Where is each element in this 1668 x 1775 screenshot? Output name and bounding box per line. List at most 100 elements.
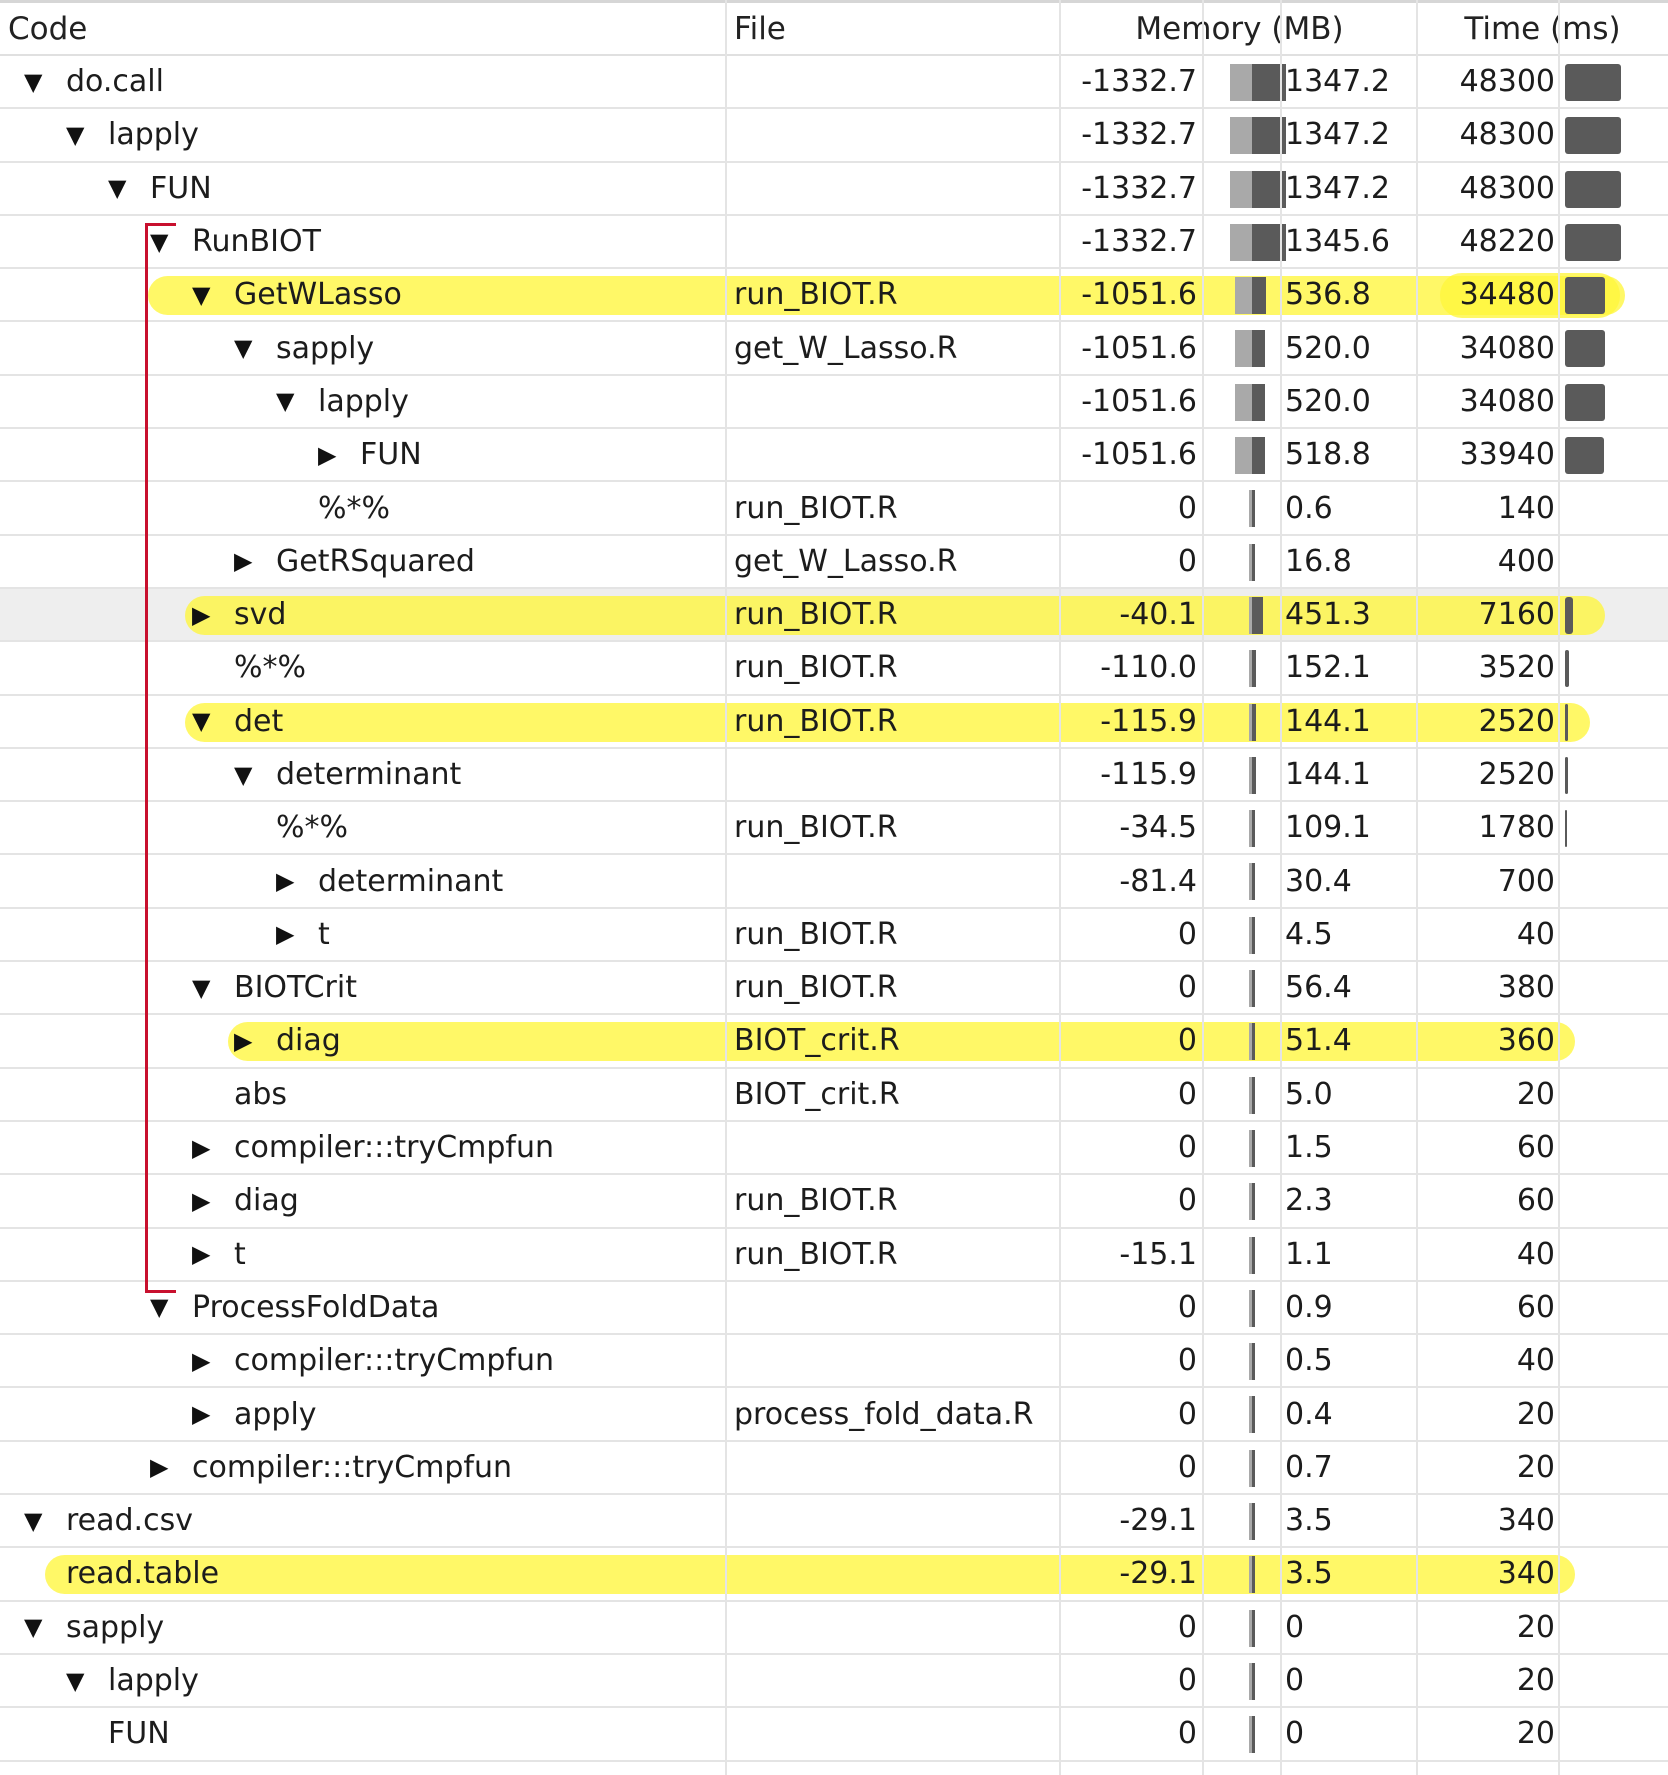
column-divider[interactable] [725, 0, 727, 1775]
column-header-time[interactable]: Time (ms) [1464, 10, 1621, 47]
memory-deallocated-bar [1230, 117, 1252, 155]
table-row[interactable]: ▶ t run_BIOT.R -15.1 1.1 40 [0, 1229, 1668, 1282]
file-cell [734, 109, 1059, 160]
expand-icon[interactable]: ▶ [192, 1240, 211, 1269]
file-cell[interactable]: run_BIOT.R [734, 916, 898, 952]
file-cell[interactable]: run_BIOT.R [734, 490, 898, 526]
file-cell[interactable]: run_BIOT.R [734, 703, 898, 739]
table-row[interactable]: ▶ diag BIOT_crit.R 0 51.4 360 [0, 1015, 1668, 1069]
function-name: read.table [66, 1556, 220, 1592]
code-cell: ▶ t [0, 909, 725, 960]
column-header-memory[interactable]: Memory (MB) [1135, 10, 1344, 47]
file-cell[interactable]: BIOT_crit.R [734, 1076, 900, 1112]
collapse-icon[interactable]: ▼ [24, 1506, 43, 1535]
function-name: FUN [360, 437, 422, 473]
expand-icon[interactable]: ▶ [192, 1186, 211, 1215]
file-cell[interactable]: run_BIOT.R [734, 597, 898, 633]
table-row[interactable]: ▼ lapply 0 0 20 [0, 1655, 1668, 1709]
table-row[interactable]: ▶ svd run_BIOT.R -40.1 451.3 7160 [0, 588, 1668, 643]
collapse-icon[interactable]: ▼ [66, 120, 85, 149]
memory-deallocated: -15.1 [1119, 1236, 1197, 1272]
expand-icon[interactable]: ▶ [234, 1026, 253, 1055]
table-row[interactable]: FUN 0 0 20 [0, 1708, 1668, 1762]
time-bar-fill [1565, 383, 1605, 421]
collapse-icon[interactable]: ▼ [276, 387, 295, 416]
time-value: 7160 [1478, 597, 1555, 633]
table-row[interactable]: ▶ compiler:::tryCmpfun 0 1.5 60 [0, 1122, 1668, 1176]
table-row[interactable]: ▶ determinant -81.4 30.4 700 [0, 855, 1668, 909]
expand-icon[interactable]: ▶ [192, 1346, 211, 1375]
table-row[interactable]: ▼ GetWLasso run_BIOT.R -1051.6 536.8 34480 [0, 269, 1668, 323]
table-row[interactable]: ▼ FUN -1332.7 1347.2 48300 [0, 163, 1668, 216]
collapse-icon[interactable]: ▼ [24, 1613, 43, 1642]
expand-icon[interactable]: ▶ [276, 920, 295, 949]
column-divider[interactable] [1059, 0, 1061, 1775]
collapse-icon[interactable]: ▼ [192, 973, 211, 1002]
column-divider[interactable] [1416, 0, 1418, 1775]
table-row[interactable]: %*% run_BIOT.R 0 0.6 140 [0, 482, 1668, 536]
table-row[interactable]: ▼ determinant -115.9 144.1 2520 [0, 749, 1668, 803]
expand-icon[interactable]: ▶ [150, 1453, 169, 1482]
table-row[interactable]: ▶ apply process_fold_data.R 0 0.4 20 [0, 1388, 1668, 1442]
table-row[interactable]: %*% run_BIOT.R -110.0 152.1 3520 [0, 642, 1668, 696]
expand-icon[interactable]: ▶ [192, 600, 211, 629]
column-header-file[interactable]: File [734, 10, 786, 47]
memory-allocated: 0.7 [1285, 1449, 1333, 1485]
table-row[interactable]: ▶ diag run_BIOT.R 0 2.3 60 [0, 1175, 1668, 1229]
collapse-icon[interactable]: ▼ [150, 1293, 169, 1322]
time-bar-fill [1565, 596, 1574, 634]
collapse-icon[interactable]: ▼ [192, 280, 211, 309]
time-bar [1563, 749, 1668, 800]
file-cell[interactable]: run_BIOT.R [734, 810, 898, 846]
expand-icon[interactable]: ▶ [276, 867, 295, 896]
collapse-icon[interactable]: ▼ [192, 707, 211, 736]
time-value: 700 [1497, 863, 1555, 899]
memory-allocated-bar [1252, 1343, 1255, 1381]
table-row[interactable]: ▼ BIOTCrit run_BIOT.R 0 56.4 380 [0, 962, 1668, 1016]
table-row[interactable]: ▼ sapply get_W_Lasso.R -1051.6 520.0 34080 [0, 322, 1668, 376]
table-row[interactable]: ▼ ProcessFoldData 0 0.9 60 [0, 1282, 1668, 1336]
memory-bar [1206, 1495, 1282, 1546]
file-cell[interactable]: run_BIOT.R [734, 650, 898, 686]
table-row[interactable]: ▼ read.csv -29.1 3.5 340 [0, 1495, 1668, 1549]
table-row[interactable]: ▼ sapply 0 0 20 [0, 1602, 1668, 1655]
table-row[interactable]: ▶ compiler:::tryCmpfun 0 0.7 20 [0, 1442, 1668, 1496]
column-header-code[interactable]: Code [8, 10, 88, 47]
table-row[interactable]: ▶ FUN -1051.6 518.8 33940 [0, 429, 1668, 483]
memory-allocated-bar [1252, 1289, 1255, 1327]
table-row[interactable]: read.table -29.1 3.5 340 [0, 1548, 1668, 1602]
memory-allocated-bar [1252, 1449, 1255, 1487]
file-cell[interactable]: run_BIOT.R [734, 1236, 898, 1272]
table-row[interactable]: ▼ RunBIOT -1332.7 1345.6 48220 [0, 216, 1668, 270]
file-cell[interactable]: get_W_Lasso.R [734, 543, 958, 579]
expand-icon[interactable]: ▶ [192, 1400, 211, 1429]
time-bar [1563, 536, 1668, 587]
file-cell[interactable]: run_BIOT.R [734, 970, 898, 1006]
function-name: apply [234, 1396, 317, 1432]
collapse-icon[interactable]: ▼ [234, 760, 253, 789]
expand-icon[interactable]: ▶ [192, 1133, 211, 1162]
table-row[interactable]: %*% run_BIOT.R -34.5 109.1 1780 [0, 802, 1668, 856]
collapse-icon[interactable]: ▼ [150, 227, 169, 256]
time-bar-fill [1565, 810, 1568, 848]
file-cell[interactable]: BIOT_crit.R [734, 1023, 900, 1059]
file-cell[interactable]: process_fold_data.R [734, 1396, 1034, 1432]
collapse-icon[interactable]: ▼ [108, 174, 127, 203]
table-row[interactable]: ▼ lapply -1051.6 520.0 34080 [0, 376, 1668, 430]
collapse-icon[interactable]: ▼ [66, 1666, 85, 1695]
file-cell[interactable]: run_BIOT.R [734, 1183, 898, 1219]
expand-icon[interactable]: ▶ [234, 547, 253, 576]
collapse-icon[interactable]: ▼ [234, 334, 253, 363]
table-row[interactable]: abs BIOT_crit.R 0 5.0 20 [0, 1069, 1668, 1122]
file-cell[interactable]: run_BIOT.R [734, 277, 898, 313]
table-row[interactable]: ▼ det run_BIOT.R -115.9 144.1 2520 [0, 696, 1668, 749]
table-row[interactable]: ▶ GetRSquared get_W_Lasso.R 0 16.8 400 [0, 536, 1668, 589]
table-row[interactable]: ▶ t run_BIOT.R 0 4.5 40 [0, 909, 1668, 963]
memory-deallocated-bar [1249, 1129, 1252, 1167]
expand-icon[interactable]: ▶ [318, 440, 337, 469]
collapse-icon[interactable]: ▼ [24, 67, 43, 96]
file-cell[interactable]: get_W_Lasso.R [734, 330, 958, 366]
code-cell: ▼ GetWLasso [0, 269, 725, 320]
table-row[interactable]: ▶ compiler:::tryCmpfun 0 0.5 40 [0, 1335, 1668, 1389]
function-name: diag [276, 1023, 341, 1059]
